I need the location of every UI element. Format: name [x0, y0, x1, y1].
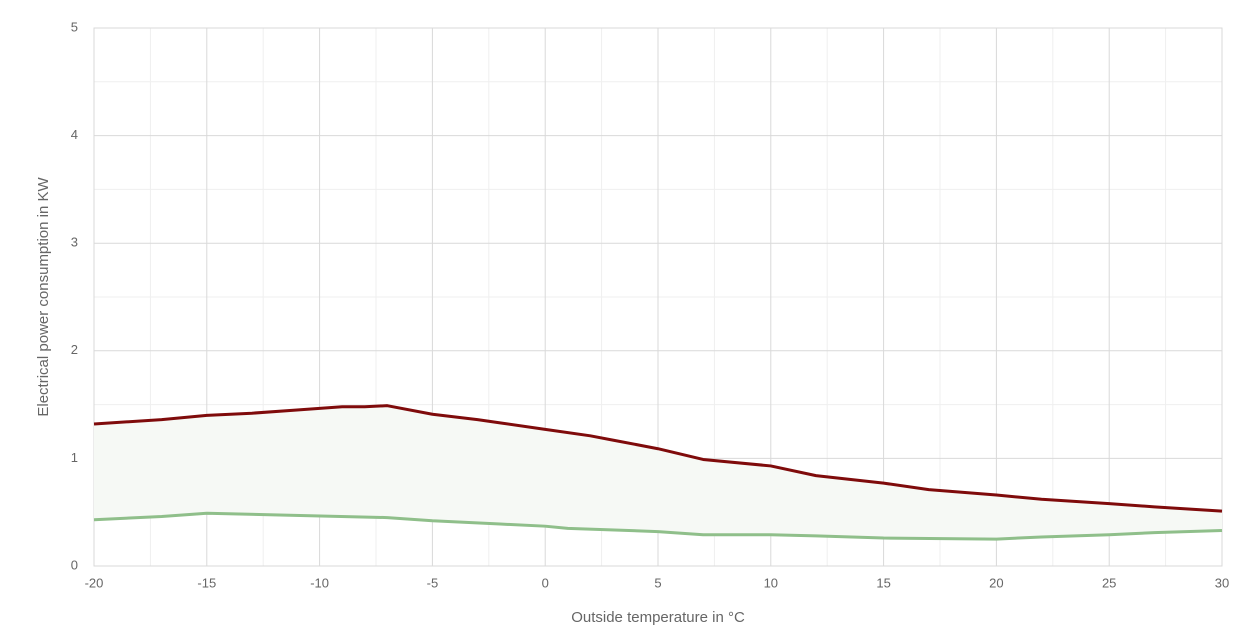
x-tick-label: 20	[989, 575, 1003, 590]
series-line	[93, 511, 1223, 541]
range-area	[94, 405, 1222, 540]
y-tick-label: 3	[71, 235, 78, 250]
y-tick-label: 5	[71, 19, 78, 34]
y-tick-label: 0	[71, 557, 78, 572]
x-tick-label: -10	[310, 575, 329, 590]
x-tick-label: 30	[1215, 575, 1229, 590]
x-tick-label: 0	[542, 575, 549, 590]
x-tick-label: 5	[654, 575, 661, 590]
plot-border	[93, 27, 1223, 567]
x-tick-label: -5	[427, 575, 439, 590]
x-tick-label: -20	[85, 575, 104, 590]
x-tick-label: 10	[764, 575, 778, 590]
x-axis-title: Outside temperature in °C	[571, 609, 745, 626]
y-tick-label: 4	[71, 127, 78, 142]
x-tick-label: 15	[876, 575, 890, 590]
x-tick-label: -15	[197, 575, 216, 590]
y-axis-title: Electrical power consumption in KW	[35, 177, 52, 417]
y-tick-label: 1	[71, 450, 78, 465]
series-line	[93, 404, 1223, 513]
y-tick-label: 2	[71, 342, 78, 357]
x-tick-label: 25	[1102, 575, 1116, 590]
